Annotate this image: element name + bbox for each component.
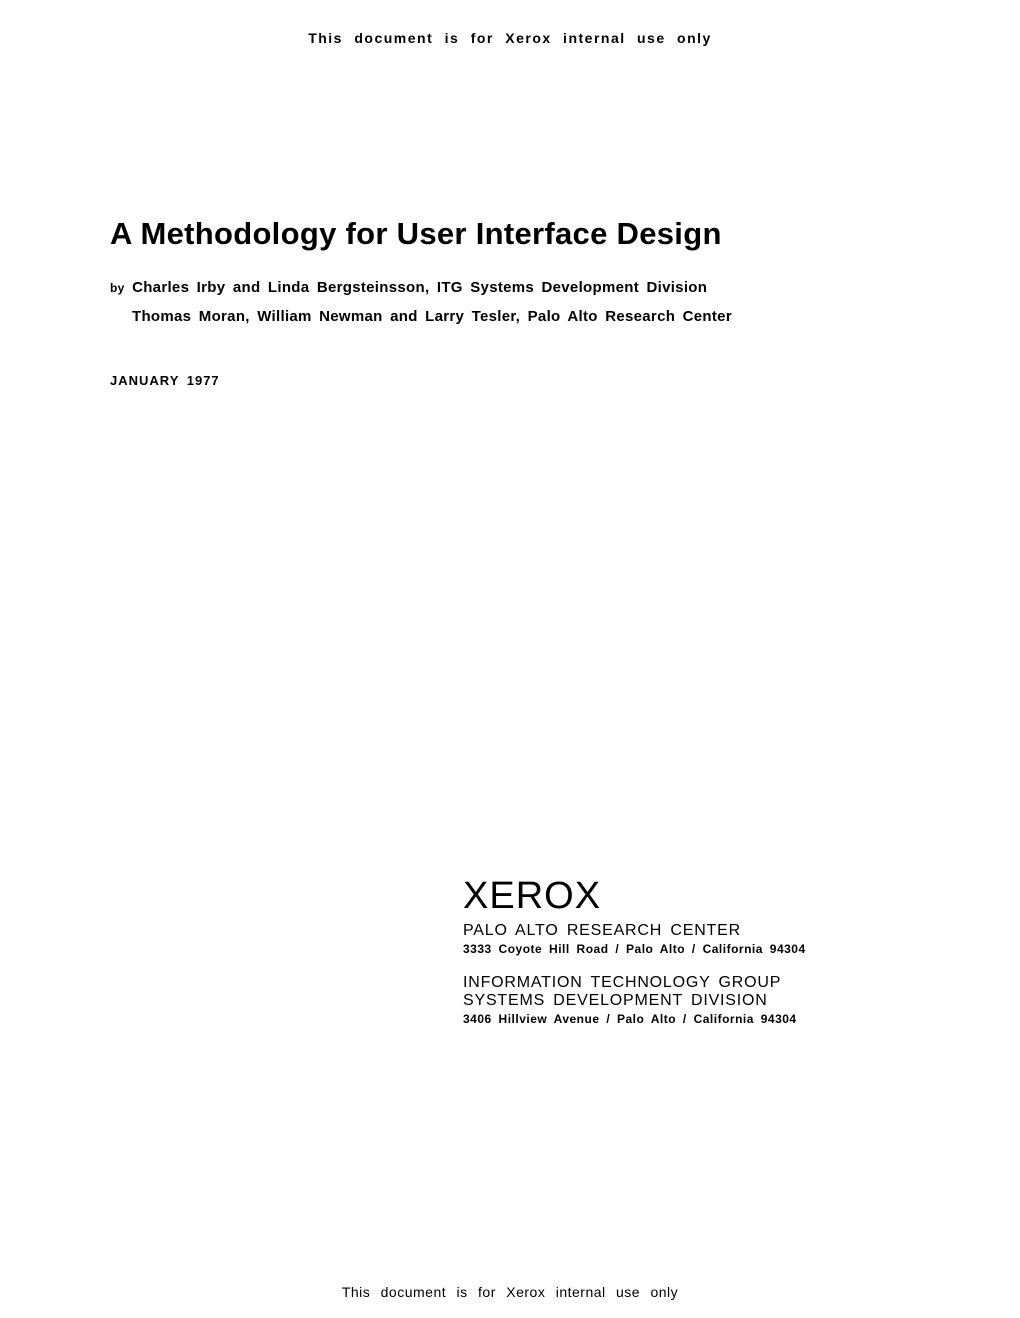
document-title: A Methodology for User Interface Design — [110, 216, 910, 252]
byline-block: by Charles Irby and Linda Bergsteinsson,… — [110, 274, 910, 331]
organization-block: XEROX PALO ALTO RESEARCH CENTER 3333 Coy… — [463, 875, 923, 1026]
department-name-1: INFORMATION TECHNOLOGY GROUP — [463, 974, 923, 992]
header-confidentiality-notice: This document is for Xerox internal use … — [110, 30, 910, 46]
authors-line-2: Thomas Moran, William Newman and Larry T… — [132, 303, 910, 332]
by-prefix: by — [110, 281, 125, 295]
research-center-name: PALO ALTO RESEARCH CENTER — [463, 922, 923, 940]
xerox-logo: XEROX — [463, 875, 923, 918]
document-page: This document is for Xerox internal use … — [0, 0, 1020, 1318]
authors-text-1: Charles Irby and Linda Bergsteinsson, IT… — [132, 279, 707, 296]
department-name-2: SYSTEMS DEVELOPMENT DIVISION — [463, 992, 923, 1010]
authors-line-1: by Charles Irby and Linda Bergsteinsson,… — [110, 274, 910, 303]
footer-confidentiality-notice: This document is for Xerox internal use … — [0, 1284, 1020, 1300]
document-date: JANUARY 1977 — [110, 373, 910, 388]
research-center-address: 3333 Coyote Hill Road / Palo Alto / Cali… — [463, 942, 923, 956]
department-address: 3406 Hillview Avenue / Palo Alto / Calif… — [463, 1012, 923, 1026]
